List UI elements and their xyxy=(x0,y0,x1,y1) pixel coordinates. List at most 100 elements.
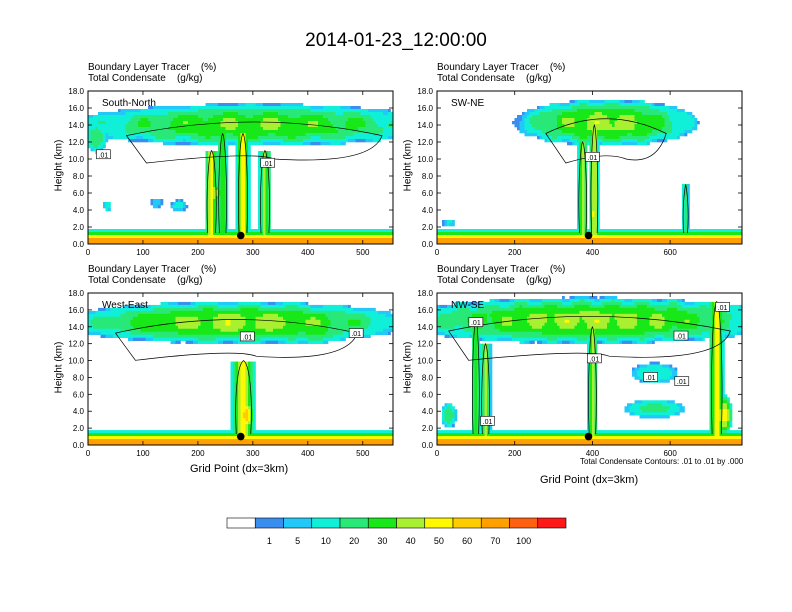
tracer-cell-1941 xyxy=(180,205,184,209)
tracer-cell-2488 xyxy=(115,238,119,242)
tracer-cell-1339 xyxy=(138,139,141,143)
tracer-cell-132 xyxy=(527,109,530,113)
tracer-cell-1376 xyxy=(624,232,628,236)
tracer-cell-1577 xyxy=(225,154,229,158)
tracer-cell-655 xyxy=(589,130,593,134)
tracer-cell-283 xyxy=(223,112,226,116)
tracer-cell-2245 xyxy=(118,232,121,236)
tracer-cell-1405 xyxy=(697,232,700,236)
tracer-cell-2493 xyxy=(128,238,131,242)
tracer-cell-194 xyxy=(293,109,296,113)
tracer-cell-2060 xyxy=(235,220,239,224)
tracer-cell-1512 xyxy=(335,142,339,146)
tracer-cell-2146 xyxy=(175,229,179,233)
tracer-cell-1038 xyxy=(280,130,284,134)
tracer-cell-517 xyxy=(602,124,605,128)
tracer-cell-187 xyxy=(275,109,279,113)
tracer-cell-1572 xyxy=(213,154,216,158)
tracer-cell-43 xyxy=(158,106,161,110)
tracer-cell-1325 xyxy=(388,136,391,140)
tracer-cell-2379 xyxy=(148,235,151,239)
tracer-cell-233 xyxy=(305,307,309,312)
tracer-cell-125 xyxy=(120,109,124,113)
tracer-cell-71 xyxy=(228,106,231,110)
tracer-cell-285 xyxy=(148,310,151,315)
tracer-cell-574 xyxy=(340,118,344,122)
tracer-cell-1364 xyxy=(200,139,204,143)
tracer-cell-2199 xyxy=(308,229,311,233)
tracer-cell-503 xyxy=(567,124,570,128)
tracer-cell-1068 xyxy=(684,199,688,203)
y-tick-label-7: 14.0 xyxy=(417,121,433,130)
tracer-cell-481 xyxy=(697,121,700,125)
tracer-cell-1431 xyxy=(368,139,371,143)
tracer-cell-1317 xyxy=(368,136,371,140)
tracer-cell-336 xyxy=(275,310,279,315)
tracer-cell-1370 xyxy=(215,139,219,143)
tracer-cell-1983 xyxy=(243,208,246,212)
tracer-cell-251 xyxy=(350,307,354,312)
tracer-cell-2463 xyxy=(358,235,361,239)
tracer-cell-388 xyxy=(180,115,184,119)
tracer-cell-1852 xyxy=(213,196,216,200)
tracer-cell-1020 xyxy=(235,130,239,134)
tracer-cell-150 xyxy=(183,109,186,113)
tracer-cell-891 xyxy=(627,142,630,146)
tracer-cell-617 xyxy=(672,127,675,131)
tracer-cell-7 xyxy=(223,103,226,107)
tracer-cell-794 xyxy=(619,136,623,140)
tracer-cell-1025 xyxy=(687,187,690,191)
tracer-cell-841 xyxy=(93,127,96,131)
tracer-cell-620 xyxy=(150,121,154,125)
tracer-cell-120 xyxy=(350,106,354,110)
tracer-cell-1422 xyxy=(739,232,742,236)
tracer-cell-993 xyxy=(168,130,171,134)
tracer-cell-459 xyxy=(358,115,361,119)
tracer-cell-1007 xyxy=(203,130,206,134)
tracer-cell-831 xyxy=(373,124,376,128)
tracer-cell-1186 xyxy=(345,133,349,137)
tracer-cell-328 xyxy=(679,115,683,119)
tracer-cell-1475 xyxy=(567,235,570,239)
tracer-cell-729 xyxy=(607,133,610,137)
tracer-cell-414 xyxy=(245,115,249,119)
tracer-cell-1199 xyxy=(487,229,490,233)
tracer-cell-814 xyxy=(330,124,334,128)
tracer-cell-2363 xyxy=(108,235,111,239)
tracer-cell-1607 xyxy=(592,238,595,242)
tracer-cell-136 xyxy=(315,304,319,309)
tracer-cell-1087 xyxy=(98,133,101,137)
tracer-cell-630 xyxy=(175,121,179,125)
tracer-cell-2121 xyxy=(113,229,116,233)
tracer-cell-353 xyxy=(93,115,96,119)
tracer-cell-68 xyxy=(220,106,224,110)
tracer-cell-971 xyxy=(597,169,600,173)
tracer-cell-423 xyxy=(552,121,555,125)
condensate-contour-3 xyxy=(238,132,248,233)
tracer-cell-1736 xyxy=(223,178,226,182)
tracer-cell-4 xyxy=(579,100,583,104)
tracer-cell-924 xyxy=(300,127,304,131)
tracer-cell-1914 xyxy=(213,202,216,206)
tracer-cell-1102 xyxy=(135,133,139,137)
contour-label-box-1 xyxy=(260,157,276,168)
tracer-cell-465 xyxy=(657,121,660,125)
tracer-cell-1777 xyxy=(225,184,229,188)
tracer-cell-2556 xyxy=(285,238,289,242)
tracer-cell-95 xyxy=(288,106,291,110)
tracer-cell-606 xyxy=(115,121,119,125)
tracer-cell-1529 xyxy=(702,235,705,239)
tracer-cell-1917 xyxy=(220,202,224,206)
tracer-cell-623 xyxy=(687,127,690,131)
tracer-cell-233 xyxy=(98,112,101,116)
tracer-cell-1503 xyxy=(313,142,316,146)
tracer-cell-620 xyxy=(679,127,683,131)
tracer-cell-171 xyxy=(235,109,239,113)
tracer-cell-1176 xyxy=(320,133,324,137)
tracer-cell-417 xyxy=(253,115,256,119)
tracer-cell-1763 xyxy=(677,241,680,244)
tracer-cell-1697 xyxy=(225,172,229,176)
tracer-cell-5 xyxy=(582,100,585,104)
tracer-cell-1222 xyxy=(130,136,134,140)
tracer-cell-557 xyxy=(298,118,301,122)
